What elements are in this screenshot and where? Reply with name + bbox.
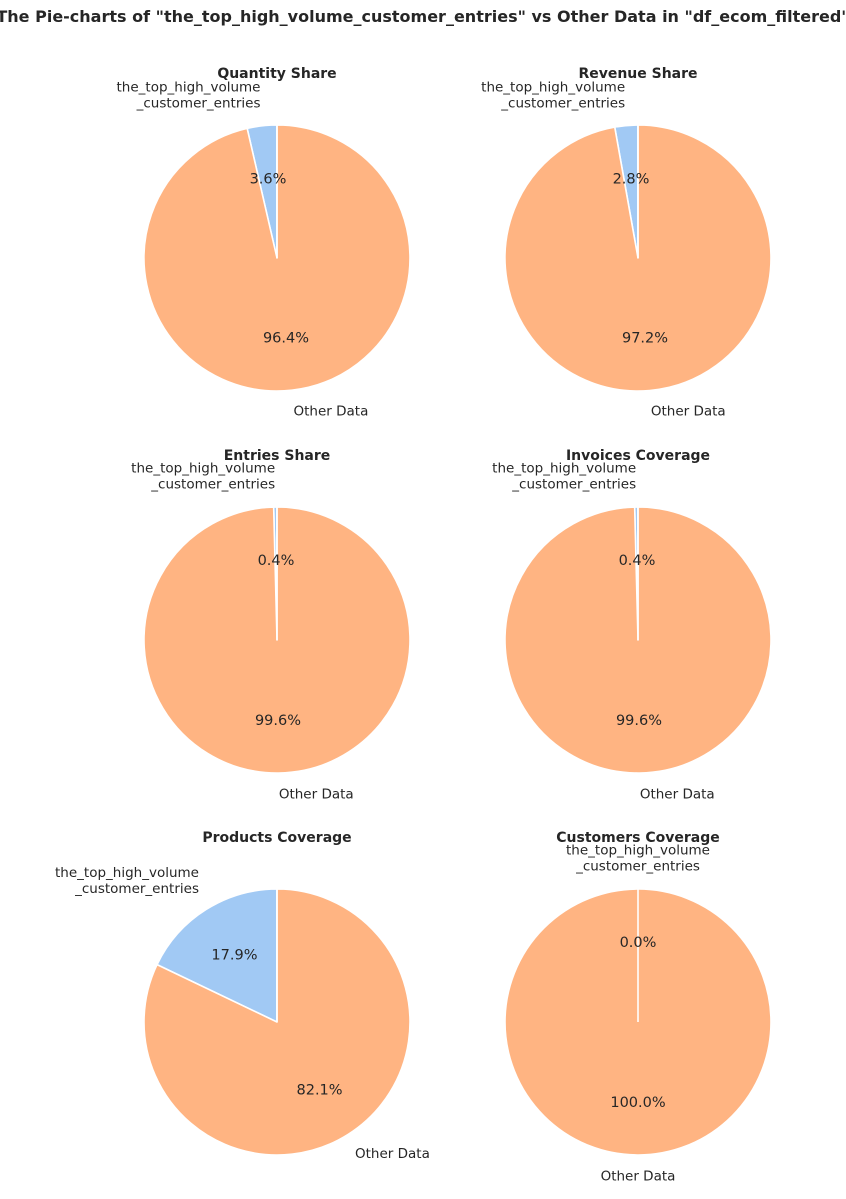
pct-label-top-customers: 3.6% <box>250 172 287 188</box>
slice-label-other-data: Other Data <box>651 404 726 420</box>
pct-label-other-data: 99.6% <box>616 713 662 729</box>
pct-label-other-data: 97.2% <box>622 330 668 346</box>
slice-label-top-customers: the_top_high_volume _customer_entries <box>55 865 199 897</box>
pct-label-other-data: 100.0% <box>610 1095 665 1111</box>
pie-title: Invoices Coverage <box>566 448 710 464</box>
slice-label-other-data: Other Data <box>279 786 354 802</box>
slice-label-top-customers: the_top_high_volume _customer_entries <box>492 461 636 493</box>
slice-label-top-customers: the_top_high_volume _customer_entries <box>566 843 710 875</box>
pct-label-other-data: 99.6% <box>255 713 301 729</box>
pie-title: Products Coverage <box>202 830 351 846</box>
pct-label-top-customers: 0.4% <box>619 553 656 569</box>
pie-title: Revenue Share <box>578 66 697 82</box>
slice-label-top-customers: the_top_high_volume _customer_entries <box>481 79 625 111</box>
slice-label-other-data: Other Data <box>640 786 715 802</box>
pie-title: Quantity Share <box>217 66 336 82</box>
pie-slice-top-customers <box>156 888 278 1023</box>
figure-title: The Pie-charts of "the_top_high_volume_c… <box>0 7 846 26</box>
pct-label-top-customers: 0.4% <box>258 553 295 569</box>
pct-label-top-customers: 17.9% <box>211 947 257 963</box>
pct-label-other-data: 96.4% <box>263 330 309 346</box>
slice-label-other-data: Other Data <box>294 403 369 419</box>
pct-label-top-customers: 2.8% <box>613 172 650 188</box>
pie-chart-5: Products Coverage the_top_high_volume _cus… <box>55 830 430 1162</box>
slice-label-top-customers: the_top_high_volume _customer_entries <box>131 461 275 493</box>
slice-label-top-customers: the_top_high_volume _customer_entries <box>117 80 261 112</box>
pct-label-other-data: 82.1% <box>297 1083 343 1099</box>
pct-label-top-customers: 0.0% <box>620 935 657 951</box>
slice-label-other-data: Other Data <box>601 1168 676 1184</box>
slice-label-other-data: Other Data <box>355 1146 430 1162</box>
pie-title: Customers Coverage <box>556 830 719 846</box>
pie-title: Entries Share <box>224 448 331 464</box>
